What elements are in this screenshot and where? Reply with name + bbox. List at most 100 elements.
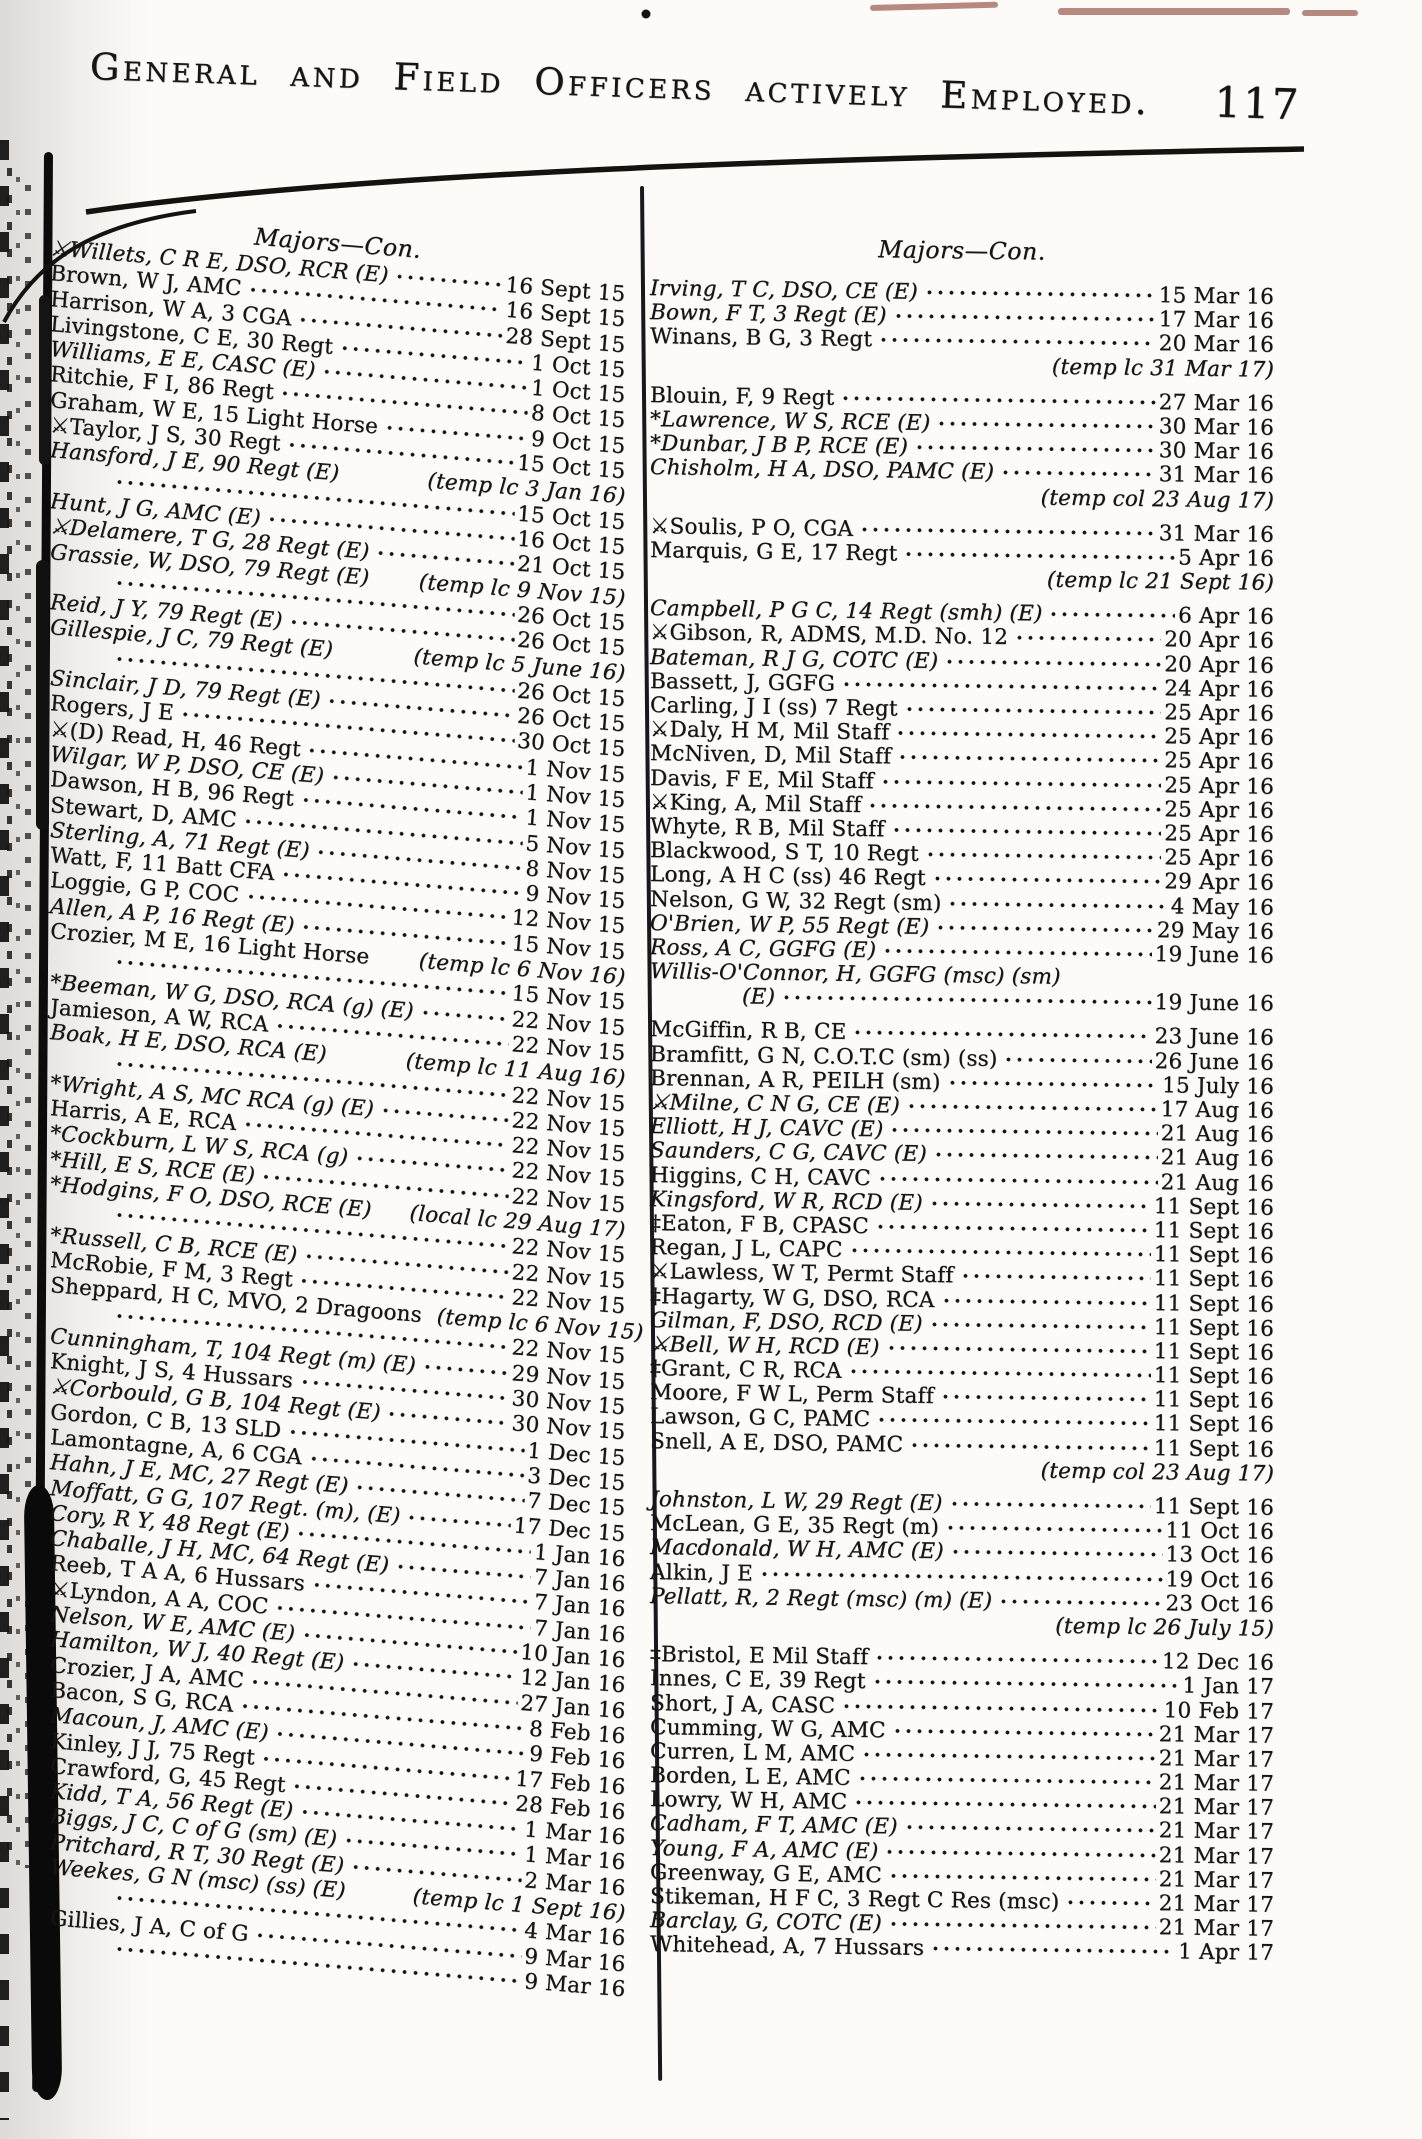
entry-date: 6 Apr 16 (1177, 603, 1275, 630)
entry-name (50, 584, 108, 589)
leader-dots (876, 1173, 1158, 1187)
entry-name (50, 1064, 108, 1069)
page-number: 117 (1213, 77, 1302, 130)
entry-date: 20 Apr 16 (1164, 651, 1275, 679)
entry-name: Higgins, C H, CAVC (649, 1162, 871, 1191)
page-title: General and Field Officers actively Empl… (89, 45, 1151, 124)
entry-name: Davis, F E, Mil Staff (649, 765, 874, 794)
leader-dots (890, 824, 1162, 838)
entry-date: 29 Apr 16 (1164, 869, 1275, 897)
leader-dots (930, 1943, 1176, 1957)
leader-dots (892, 311, 1156, 324)
leader-dots (374, 548, 515, 569)
entry-name (50, 963, 108, 968)
leader-dots (847, 1366, 1151, 1380)
entry-date: 5 Apr 16 (1177, 545, 1275, 572)
leader-dots (882, 945, 1152, 959)
entry-date: 1 Apr 17 (1177, 1939, 1275, 1967)
leader-dots (887, 1919, 1156, 1932)
leader-dots (939, 1391, 1151, 1404)
leader-dots (897, 752, 1162, 766)
leader-dots (405, 1512, 511, 1530)
entry-date: 11 Sept 16 (1153, 1387, 1275, 1414)
entry-date: 11 Oct 16 (1165, 1518, 1275, 1545)
entry-name: Innes, C E, 39 Regt (649, 1666, 866, 1695)
leader-dots (852, 1027, 1152, 1042)
leader-dots (959, 1271, 1151, 1283)
entry-date: 21 Mar 17 (1158, 1794, 1275, 1821)
leader-dots (889, 1125, 1158, 1138)
entry-name: Bassett, J, GGFG (649, 668, 836, 697)
leader-dots (948, 1498, 1151, 1511)
entry-date: 31 Mar 16 (1158, 520, 1275, 548)
entry-date: 11 Sept 16 (1153, 1363, 1275, 1390)
entry-date: 21 Aug 16 (1160, 1121, 1275, 1148)
entry-date: 21 Mar 17 (1158, 1818, 1275, 1846)
leader-dots (856, 1773, 1156, 1787)
entry-date: 11 Sept 16 (1153, 1314, 1275, 1342)
column-heading: Majors—Con. (878, 235, 1047, 266)
leader-dots (1000, 467, 1156, 479)
entry-date: 13 Oct 16 (1165, 1542, 1275, 1570)
leader-dots (1065, 1897, 1156, 1908)
entry-date: 25 Apr 16 (1164, 845, 1275, 872)
leader-dots (940, 1295, 1151, 1308)
entry-date: 11 Sept 16 (1153, 1193, 1275, 1221)
entry-date: 29 May 16 (1156, 917, 1275, 945)
entry-name (50, 483, 108, 488)
red-pen-marks (870, 1, 1358, 16)
leader-dots (351, 1887, 410, 1901)
entry-date: (temp lc 21 Sept 16) (1046, 567, 1275, 596)
leader-dots (885, 1342, 1151, 1356)
leader-dots (946, 1077, 1160, 1090)
entry-name (50, 1317, 108, 1322)
entry-date: 15 Mar 16 (1158, 283, 1275, 310)
entry-date: 17 Mar 16 (1158, 307, 1275, 334)
entry-date: 21 Mar 17 (1158, 1866, 1275, 1894)
left-column: Majors—Con. ⚔Willets, C R E, DSO, RCR (E… (49, 206, 644, 2002)
entry-date: 25 Apr 16 (1164, 772, 1275, 800)
leader-dots (853, 1797, 1156, 1811)
leader-dots (903, 704, 1162, 717)
leader-dots (867, 800, 1162, 814)
leader-dots (923, 287, 1156, 300)
leader-dots (891, 1725, 1156, 1739)
leader-dots (345, 470, 425, 485)
entry-date: 10 Feb 17 (1163, 1697, 1275, 1725)
entry-date: 19 June 16 (1154, 941, 1275, 969)
leader-dots (386, 1409, 509, 1429)
leader-dots (949, 1547, 1163, 1560)
page-header: General and Field Officers actively Empl… (89, 40, 1360, 131)
leader-dots (848, 1245, 1151, 1259)
leader-dots (998, 1596, 1163, 1608)
leader-dots (903, 1822, 1156, 1836)
entry-date: 21 Mar 17 (1158, 1915, 1275, 1942)
entry-date: (temp col 23 Aug 17) (1040, 1458, 1275, 1487)
entry-name (50, 1899, 108, 1904)
entry-date: 11 Sept 16 (1153, 1411, 1275, 1439)
entry-date: (temp lc 26 July 15) (1055, 1613, 1275, 1642)
entry-date: 21 Aug 16 (1160, 1145, 1275, 1173)
entry-date: 25 Apr 16 (1164, 724, 1275, 751)
entry-date: 20 Apr 16 (1164, 627, 1275, 655)
entry-date: 11 Sept 16 (1153, 1217, 1275, 1245)
entry-date: 23 Oct 16 (1165, 1590, 1275, 1618)
entry-name: Blouin, F, 9 Regt (649, 382, 835, 411)
entry-date: 24 Apr 16 (1164, 675, 1275, 703)
leader-dots (884, 1846, 1156, 1860)
leader-dots (840, 393, 1156, 407)
entry-name: Winans, B G, 3 Regt (649, 324, 873, 353)
entry-date: 26 June 16 (1154, 1048, 1275, 1076)
entry-date: 11 Sept 16 (1153, 1338, 1275, 1366)
entry-name: ⚔Soulis, P O, CGA (649, 513, 854, 542)
entry-date: 31 Mar 16 (1158, 462, 1275, 490)
leader-dots (928, 1198, 1151, 1211)
entry-date: 25 Apr 16 (1164, 796, 1275, 824)
entry-date: 21 Mar 17 (1158, 1721, 1275, 1749)
entry-date: 23 June 16 (1154, 1024, 1275, 1052)
entry-name: McNiven, D, Mil Staff (649, 741, 892, 770)
leader-dots (394, 1562, 532, 1582)
entry-name: McGiffin, R B, CE (649, 1017, 847, 1046)
entry-name: Whitehead, A, 7 Hussars (649, 1932, 925, 1962)
entry-date: (temp col 23 Aug 17) (1040, 484, 1275, 514)
